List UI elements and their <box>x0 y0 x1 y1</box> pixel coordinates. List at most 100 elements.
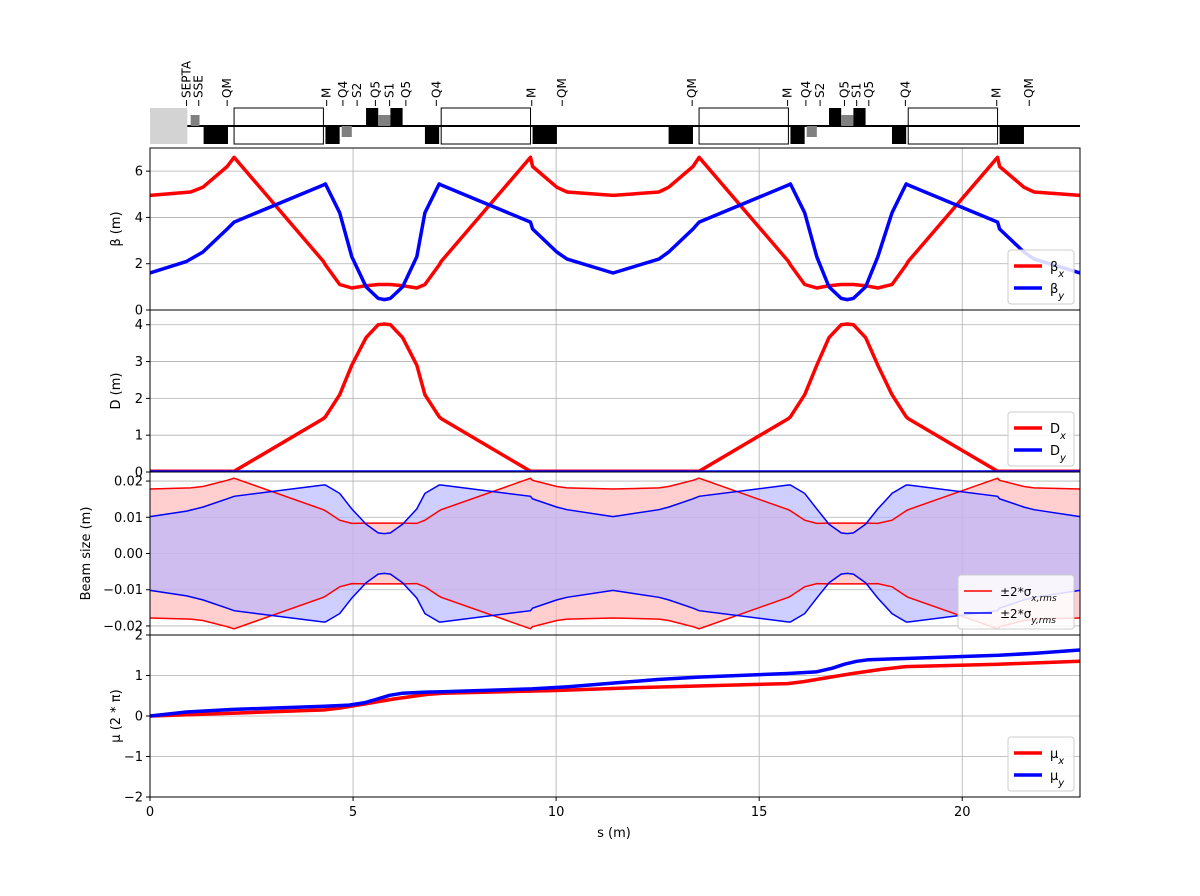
lattice-label: M <box>525 88 539 98</box>
legend <box>957 574 1075 630</box>
legend-label: Dx <box>1050 422 1066 442</box>
plot-area <box>150 322 1080 472</box>
y-axis-label: D (m) <box>109 373 124 410</box>
lattice-label: S1 <box>850 83 864 98</box>
lattice-label: Q5 <box>399 81 413 98</box>
legend <box>1007 411 1075 467</box>
lattice-label: QM <box>685 78 699 98</box>
legend <box>1007 249 1075 305</box>
sextupole-block <box>841 115 854 126</box>
y-tick-label: 2 <box>135 257 143 272</box>
lattice-label: M <box>990 88 1004 98</box>
lattice-label: S2 <box>350 83 364 98</box>
x-tick-label: 20 <box>954 805 971 820</box>
x-axis-label: s (m) <box>597 826 631 841</box>
quadrupole-block <box>790 126 805 144</box>
legend-label: ±2*σy,rms <box>1000 607 1056 626</box>
lattice-label: QM <box>555 78 569 98</box>
lattice-label: Q4 <box>336 81 350 98</box>
sextupole-block <box>378 115 391 126</box>
x-tick-label: 10 <box>548 805 565 820</box>
y-axis-label: μ (2 * π) <box>109 689 124 742</box>
y-tick-label: 0.00 <box>114 547 143 562</box>
septum-block <box>150 108 188 144</box>
quadrupole-block <box>532 126 557 144</box>
lattice-label: QM <box>220 78 234 98</box>
quadrupole-block <box>390 108 403 126</box>
y-tick-label: 0 <box>135 710 143 725</box>
sextupole-block <box>341 126 352 137</box>
dipole-block <box>233 107 324 145</box>
y-tick-label: 2 <box>135 629 143 644</box>
y-tick-label: 2 <box>135 392 143 407</box>
y-tick-label: 3 <box>135 355 143 370</box>
y-tick-label: 1 <box>135 669 143 684</box>
series-line-1 <box>150 182 1080 302</box>
y-tick-label: −0.01 <box>103 583 143 598</box>
band-edge-1 <box>150 572 1080 623</box>
y-tick-label: 4 <box>135 318 143 333</box>
band-edge-1 <box>150 484 1080 535</box>
quadrupole-block <box>829 108 842 126</box>
lattice-label: M <box>781 88 795 98</box>
lattice-label: QM <box>1022 78 1036 98</box>
plot-area <box>150 477 1080 630</box>
legend-label: βx <box>1050 260 1064 280</box>
series-line-1 <box>150 648 1080 718</box>
band-fill-1 <box>150 485 1080 622</box>
quadrupole-block <box>366 108 379 126</box>
quadrupole-block <box>203 126 228 144</box>
y-tick-label: 0 <box>135 304 143 319</box>
legend-label: μx <box>1050 747 1064 767</box>
legend-label: Dy <box>1050 444 1067 464</box>
y-tick-label: 1 <box>135 429 143 444</box>
band-edge-0 <box>150 477 1080 525</box>
dipole-block <box>698 107 789 145</box>
lattice-label: S2 <box>813 83 827 98</box>
series-line-0 <box>150 322 1080 472</box>
axes-frame <box>149 309 1081 473</box>
y-tick-label: 0 <box>135 466 143 481</box>
series-line-0 <box>150 659 1080 718</box>
plot-area <box>150 155 1080 302</box>
quadrupole-block <box>891 126 907 144</box>
y-tick-label: 6 <box>135 165 143 180</box>
y-axis-label: β (m) <box>109 211 124 246</box>
quadrupole-block <box>325 126 340 144</box>
lattice-label: Q5 <box>862 81 876 98</box>
lattice-label: SEPTA <box>180 60 194 98</box>
y-tick-label: −1 <box>124 750 143 765</box>
legend-label: βy <box>1050 282 1065 302</box>
sextupole-block <box>806 126 817 137</box>
legend-label: μy <box>1050 769 1065 789</box>
y-tick-label: −2 <box>124 791 143 806</box>
legend-label: ±2*σx,rms <box>1000 585 1057 604</box>
legend <box>1007 736 1075 792</box>
y-axis-label: Beam size (m) <box>79 507 94 601</box>
lattice-label: Q4 <box>429 81 443 98</box>
lattice-label: Q4 <box>898 81 912 98</box>
lattice-label: Q4 <box>799 81 813 98</box>
y-tick-label: 0.02 <box>114 475 143 490</box>
quadrupole-block <box>668 126 693 144</box>
lattice-label: SSE <box>192 75 206 98</box>
panel-3: −0.02 −0.01 0.00 0.01 0.02 Beam size (m) ±2*σx… <box>79 471 1081 636</box>
dipole-block <box>907 107 999 145</box>
x-tick-label: 0 <box>146 805 154 820</box>
quadrupole-block <box>424 126 440 144</box>
dipole-block <box>440 107 532 145</box>
y-tick-label: −0.02 <box>103 619 143 634</box>
plot-area <box>150 648 1080 718</box>
x-tick-label: 15 <box>751 805 768 820</box>
lattice-label: Q5 <box>837 81 851 98</box>
sextupole-block <box>190 115 200 126</box>
series-line-0 <box>150 155 1080 290</box>
lattice-label: M <box>320 88 334 98</box>
y-tick-label: 0.01 <box>114 511 143 526</box>
